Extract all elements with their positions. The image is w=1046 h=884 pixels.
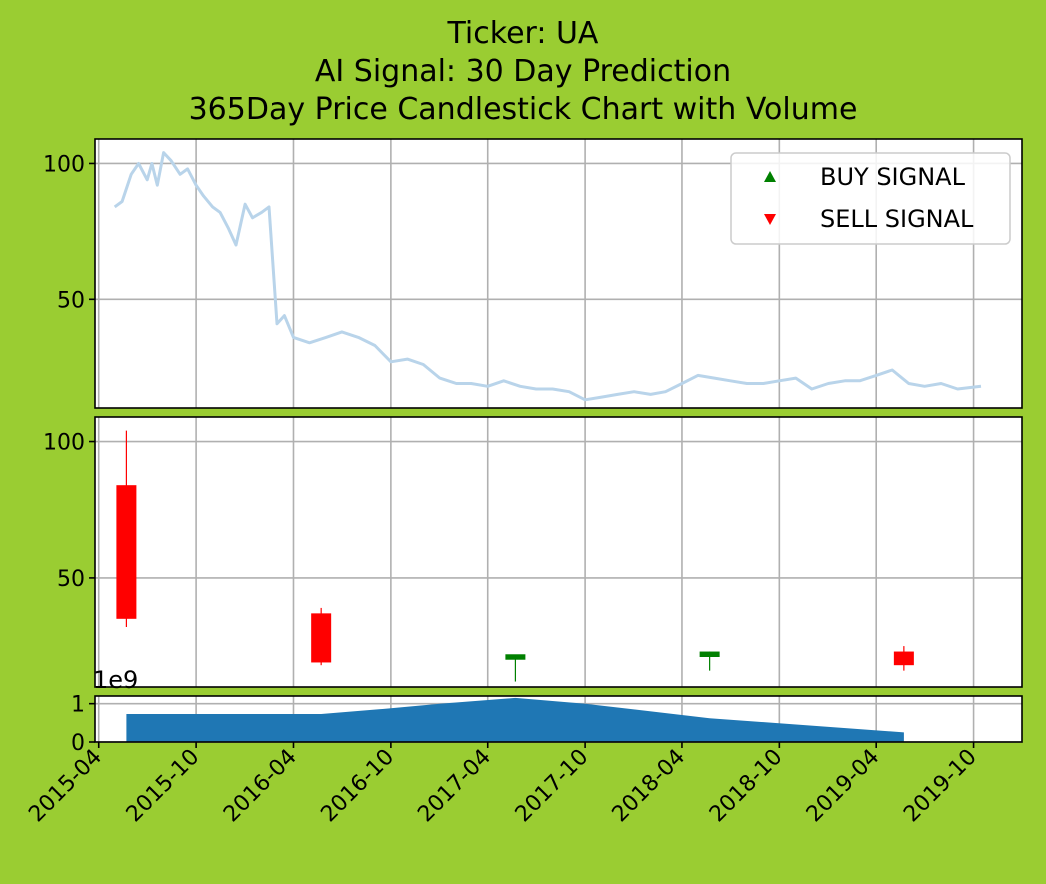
price-line xyxy=(113,151,982,402)
x-tick-label: 2018-04 xyxy=(608,745,691,828)
x-tick-label: 2015-04 xyxy=(24,745,107,828)
candle-body xyxy=(893,651,914,666)
panel-2-y-tick-label: 0 xyxy=(71,731,85,756)
chart-title-line-1: Ticker: UA xyxy=(447,16,599,51)
x-tick-label: 2017-04 xyxy=(413,745,496,828)
legend-label: SELL SIGNAL xyxy=(820,205,974,233)
x-tick-label: 2018-10 xyxy=(705,745,788,828)
panel-2-y-tick-label: 1 xyxy=(71,693,85,718)
candle-body xyxy=(505,654,526,660)
x-tick-label: 2016-04 xyxy=(219,745,302,828)
x-tick-label: 2017-10 xyxy=(511,745,594,828)
chart-title-line-2: AI Signal: 30 Day Prediction xyxy=(314,54,732,89)
panel-0-frame xyxy=(94,138,1023,409)
candle-body xyxy=(116,485,137,619)
x-tick-label: 2019-04 xyxy=(802,745,885,828)
panel-0-y-tick-label: 100 xyxy=(43,152,85,177)
chart-title-line-3: 365Day Price Candlestick Chart with Volu… xyxy=(188,92,858,127)
candle-body xyxy=(311,613,332,663)
legend-marker xyxy=(764,214,776,225)
panel-0-y-tick-label: 50 xyxy=(57,288,85,313)
legend-label: BUY SIGNAL xyxy=(820,163,966,191)
panel-2-frame xyxy=(94,695,1023,743)
candle-body xyxy=(699,651,720,657)
volume-offset-label: 1e9 xyxy=(93,666,138,694)
panel-1-y-tick-label: 100 xyxy=(43,431,85,456)
legend-box xyxy=(730,152,1011,245)
panel-1-y-tick-label: 50 xyxy=(57,567,85,592)
panel-1-frame xyxy=(94,416,1023,688)
x-tick-label: 2015-10 xyxy=(122,745,205,828)
legend-marker xyxy=(764,171,776,182)
volume-area xyxy=(126,697,904,742)
x-tick-label: 2016-10 xyxy=(316,745,399,828)
panel-1-background xyxy=(95,417,1022,687)
x-tick-label: 2019-10 xyxy=(899,745,982,828)
